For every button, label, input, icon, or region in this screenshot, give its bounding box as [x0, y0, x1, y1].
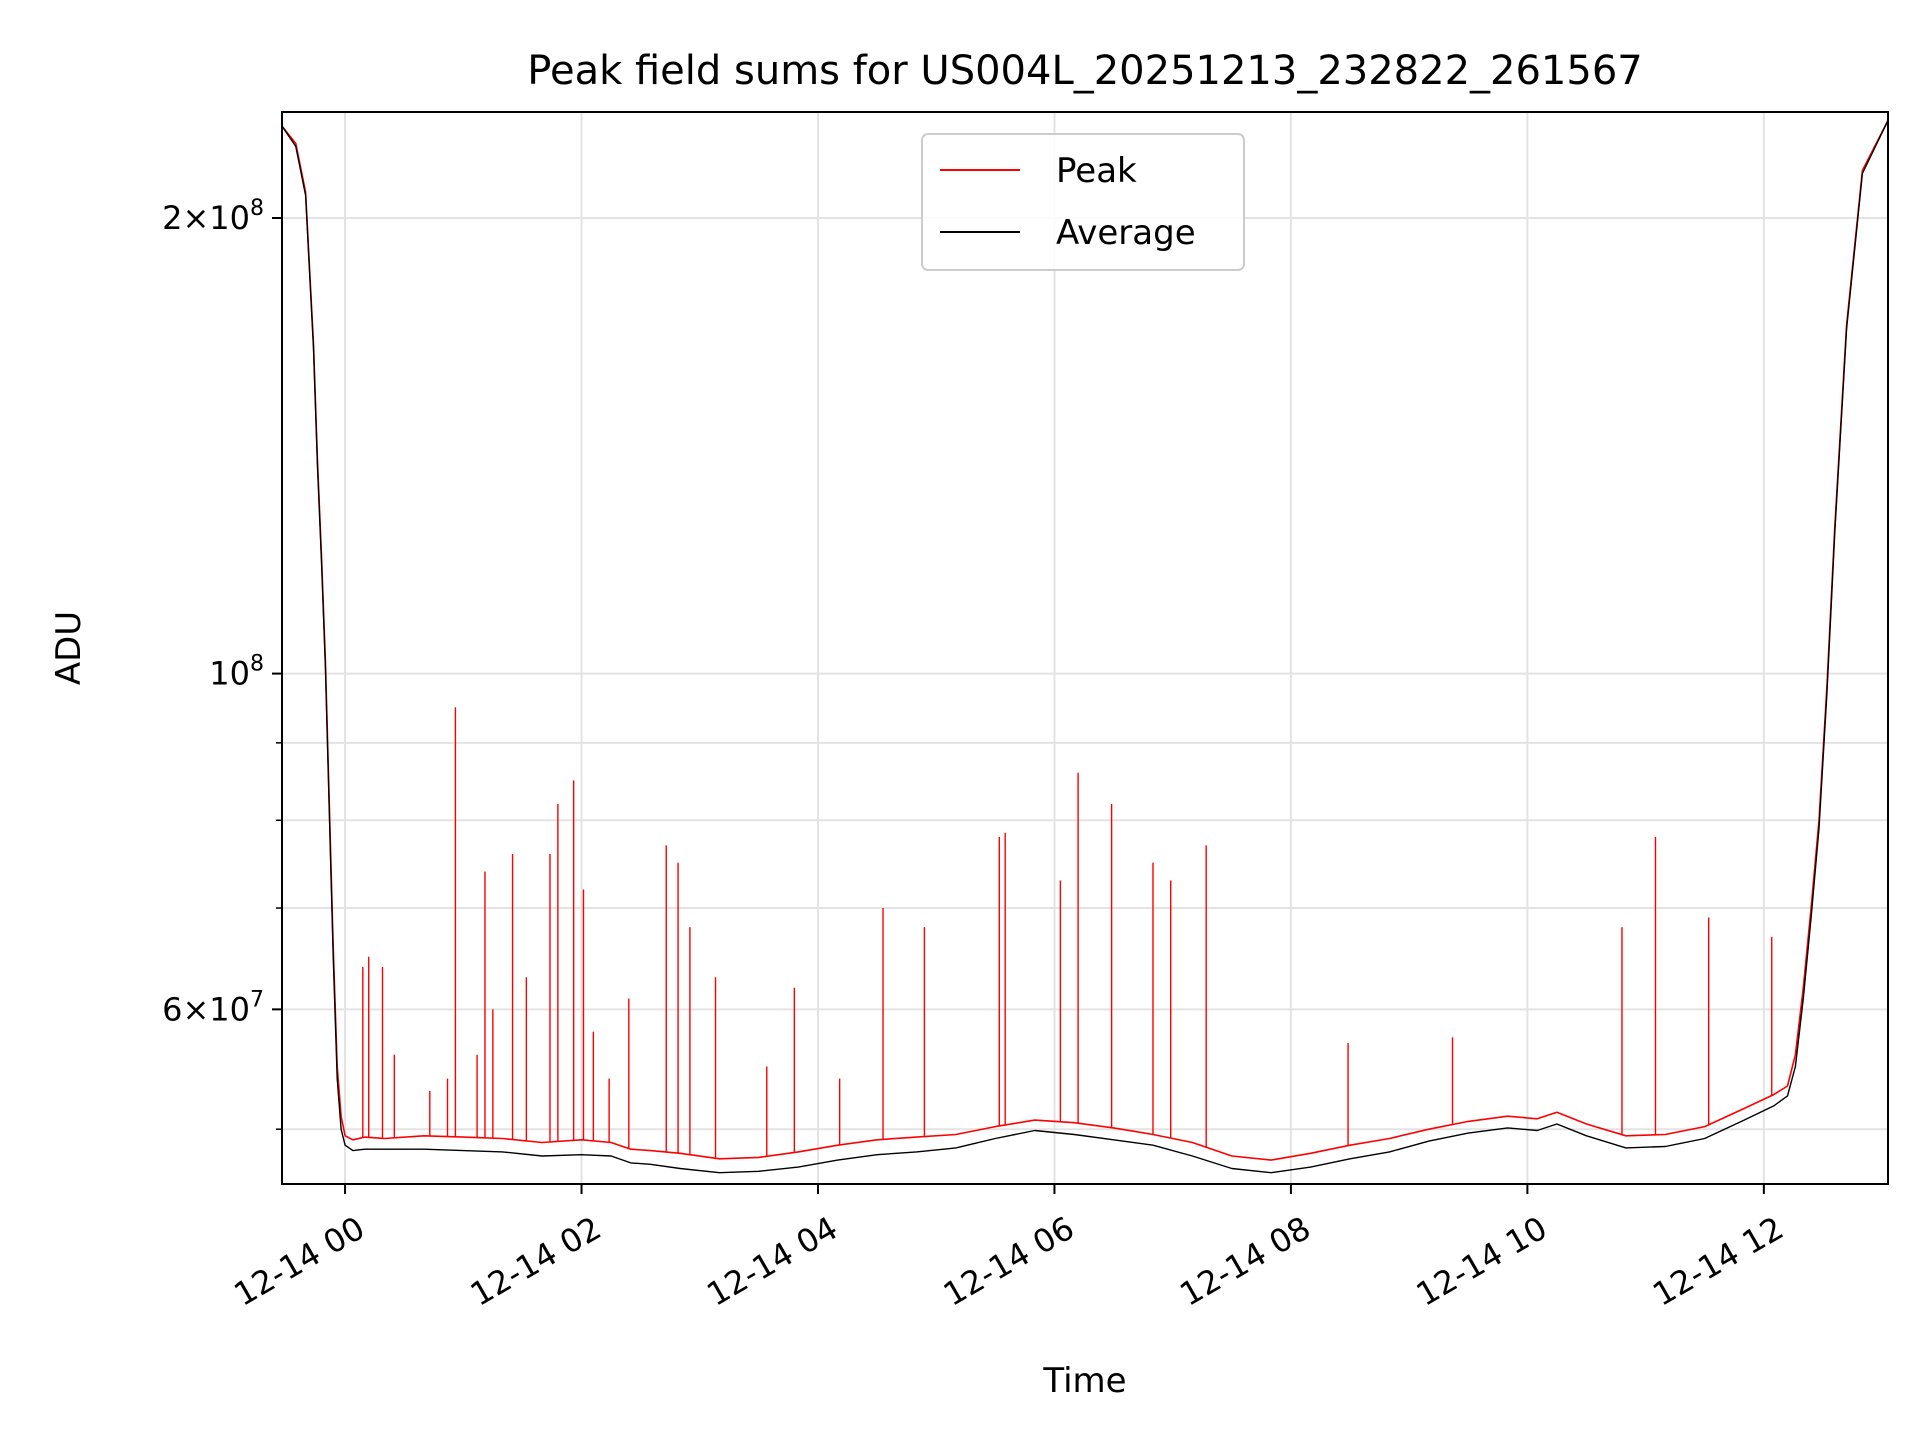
- series-line-average: [282, 120, 1888, 1174]
- plot-frame: [281, 111, 1889, 1185]
- y-tick-label: 6×107: [162, 987, 264, 1028]
- legend-average-label: Average: [1056, 213, 1196, 253]
- chart-title: Peak field sums for US004L_20251213_2328…: [527, 48, 1642, 94]
- y-tick-label: 2×108: [162, 196, 264, 237]
- legend-box: [921, 133, 1245, 271]
- x-axis-label: Time: [1042, 1361, 1126, 1401]
- legend: Peak Average: [921, 133, 1245, 271]
- series-layer: [282, 120, 1888, 1174]
- legend-peak-label: Peak: [1056, 151, 1137, 191]
- y-axis-label: ADU: [49, 611, 89, 685]
- series-line-peak: [282, 120, 1888, 1161]
- y-tick-label: 108: [209, 652, 264, 693]
